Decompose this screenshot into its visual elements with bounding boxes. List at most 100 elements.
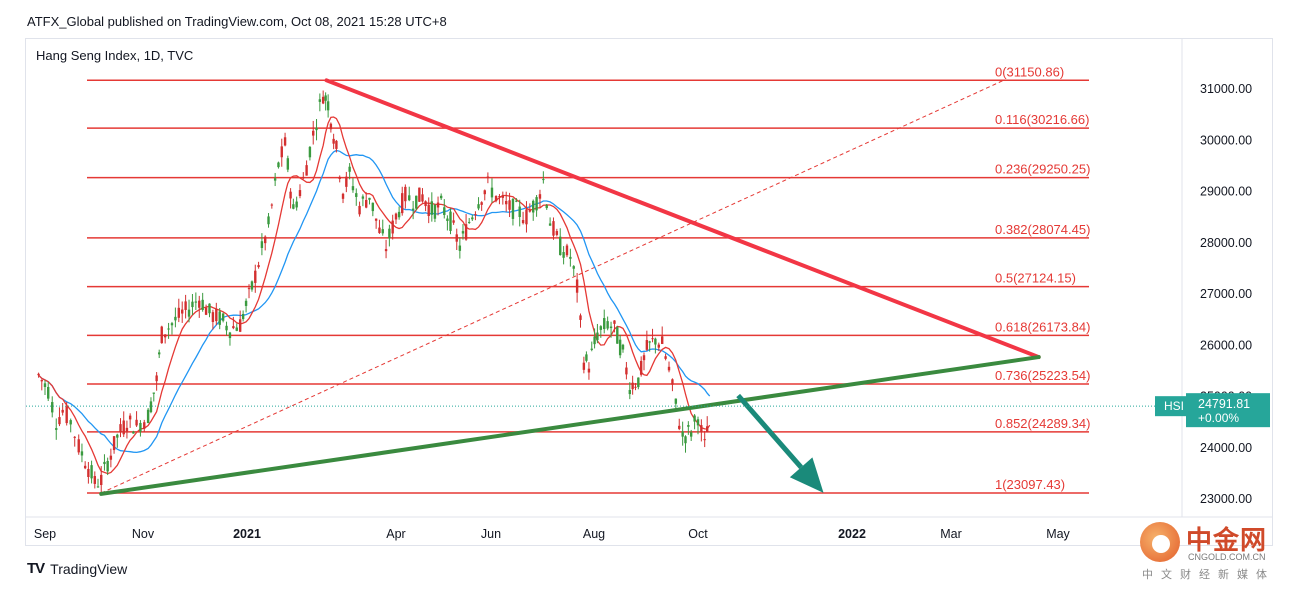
time-axis[interactable]: Sep Nov 2021 Apr Jun Aug Oct 2022 Mar May — [34, 527, 1071, 541]
candle-body — [152, 392, 155, 394]
candle-body — [471, 217, 474, 220]
fib-diagonal-line[interactable] — [101, 79, 1004, 494]
candle-body — [286, 158, 290, 170]
arrow-shaft — [736, 393, 804, 469]
candle-body — [374, 218, 378, 221]
candle-body — [660, 336, 664, 344]
candle-body — [109, 455, 113, 460]
candle-body — [96, 486, 100, 488]
time-tick-label: Oct — [688, 527, 708, 541]
candle-body — [116, 434, 119, 438]
chart-frame[interactable] — [25, 38, 1273, 546]
time-tick-label: Apr — [386, 527, 405, 541]
candle-body — [467, 221, 471, 223]
candle-body — [315, 127, 318, 131]
candle-body — [528, 210, 532, 212]
candle-body — [674, 398, 678, 404]
price-tick-label: 27000.00 — [1200, 287, 1252, 301]
candle-body — [634, 386, 637, 388]
candle-body — [559, 236, 562, 255]
ma-slow-line — [38, 149, 711, 454]
price-axis[interactable]: 23000.0024000.0025000.0026000.0027000.00… — [1200, 82, 1252, 506]
candle-body — [565, 245, 569, 256]
candle-body — [83, 465, 87, 469]
candle-body — [706, 426, 709, 433]
fib-level-label: 1(23097.43) — [995, 477, 1065, 492]
uptrend-line[interactable] — [99, 355, 1041, 496]
time-tick-label: Jun — [481, 527, 501, 541]
candle-body — [461, 231, 465, 234]
candle-body — [436, 202, 440, 208]
candle-body — [599, 326, 603, 330]
candle-body — [149, 401, 153, 413]
candle-body — [280, 146, 283, 158]
candle-body — [703, 439, 706, 441]
candle-body — [569, 256, 572, 259]
fib-level-label: 0.236(29250.25) — [995, 162, 1090, 177]
candle-body — [308, 146, 312, 158]
candle-body — [542, 179, 545, 181]
candle-body — [160, 326, 163, 344]
candle-body — [548, 223, 552, 226]
candle-body — [273, 178, 277, 181]
fib-level-label: 0.736(25223.54) — [995, 368, 1090, 383]
candle-body — [518, 206, 521, 218]
fib-level-label: 0.5(27124.15) — [995, 271, 1076, 286]
time-tick-label: Mar — [940, 527, 962, 541]
candle-body — [430, 201, 434, 215]
candle-body — [238, 319, 242, 332]
candle-body — [538, 194, 542, 199]
fib-diagonal-dashed-line — [101, 79, 1004, 494]
candle-body — [51, 402, 54, 413]
candle-body — [452, 220, 455, 223]
candle-body — [555, 231, 559, 235]
candle-body — [358, 205, 361, 215]
candle-body — [590, 348, 593, 350]
candle-body — [257, 265, 260, 268]
candle-body — [582, 362, 586, 370]
candle-body — [421, 194, 424, 202]
last-price-tag: HSI 24791.81+0.00% — [26, 393, 1270, 428]
candle-body — [135, 419, 138, 426]
candle-body — [552, 221, 555, 236]
candle-body — [498, 196, 501, 198]
candle-body — [80, 451, 84, 456]
candle-body — [106, 460, 109, 472]
candle-body — [681, 431, 684, 437]
candle-body — [391, 220, 394, 234]
candle-body — [326, 101, 330, 111]
candle-body — [177, 307, 181, 318]
forecast-arrow[interactable] — [736, 393, 824, 493]
downtrend-line[interactable] — [324, 78, 1041, 360]
candle-body — [657, 344, 660, 348]
candle-body — [215, 308, 218, 322]
candle-body — [572, 266, 575, 269]
symbol-line: Hang Seng Index, 1D, TVC — [36, 48, 194, 63]
price-tick-label: 31000.00 — [1200, 82, 1252, 96]
price-tick-label: 30000.00 — [1200, 133, 1252, 147]
candle-body — [648, 341, 651, 343]
candle-body — [616, 327, 619, 344]
candle-body — [631, 382, 634, 390]
candle-body — [87, 468, 90, 477]
tradingview-logo-text: TradingView — [50, 560, 128, 577]
candle-body — [312, 130, 315, 136]
candle-body — [211, 312, 215, 323]
candle-body — [433, 204, 437, 219]
candle-body — [204, 307, 208, 315]
candle-body — [119, 424, 122, 433]
candle-body — [250, 281, 254, 290]
candle-body — [378, 227, 381, 234]
tradingview-logo[interactable]: TV TradingView — [27, 560, 127, 577]
candle-body — [596, 332, 599, 341]
candle-body — [587, 368, 591, 373]
candle-body — [155, 375, 158, 382]
candle-body — [394, 213, 398, 220]
candle-body — [689, 432, 693, 437]
candle-body — [455, 234, 458, 242]
price-tick-label: 24000.00 — [1200, 441, 1252, 455]
watermark-subtitle: 中文财经新媒体 — [1142, 568, 1275, 581]
trendlines[interactable] — [99, 78, 1041, 496]
time-tick-label: Sep — [34, 527, 56, 541]
